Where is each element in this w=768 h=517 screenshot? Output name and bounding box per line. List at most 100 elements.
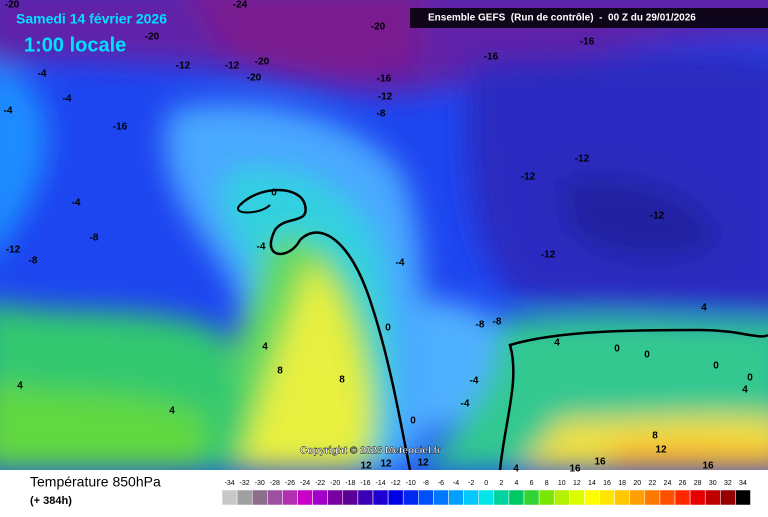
contour-label: 8 [339,375,345,386]
legend-swatch [372,489,389,506]
legend-tick-label: 26 [679,480,687,487]
contour-label: 8 [652,431,658,442]
contour-label: 0 [410,416,416,427]
contour-label: -4 [63,94,72,105]
legend-tick-label: -8 [423,480,429,487]
contour-label: -20 [5,0,20,11]
contour-label: -4 [4,106,13,117]
legend-tick-label: 14 [588,480,596,487]
map-field [0,0,768,470]
contour-label: 0 [385,323,391,334]
legend-tick-label: 12 [573,480,581,487]
legend-swatch [704,489,721,506]
contour-label: -16 [377,74,392,85]
legend-tick-label: -18 [345,480,355,487]
contour-label: -16 [113,122,128,133]
legend-tick-label: 34 [739,480,747,487]
contour-label: 4 [513,464,519,475]
legend-tick-label: -22 [315,480,325,487]
model-run: Ensemble GEFS (Run de contrôle) - 00 Z d… [428,13,696,24]
contour-label: -8 [476,320,485,331]
legend-swatch [448,489,464,506]
contour-label: 16 [594,457,606,468]
legend-tick-label: -16 [360,480,370,487]
legend-tick-label: 18 [618,480,626,487]
contour-label: -8 [90,233,99,244]
legend-tick-label: -6 [438,480,444,487]
contour-label: -4 [461,399,470,410]
legend-swatch [553,489,570,506]
contour-label: 12 [380,459,392,470]
legend-swatch [689,489,706,506]
legend-tick-label: -2 [468,480,474,487]
legend-tick-label: 6 [530,480,534,487]
contour-label: -12 [6,245,21,256]
legend-swatch [282,489,298,506]
legend-swatch [236,489,253,506]
contour-label: 8 [277,366,283,377]
legend-swatch [387,489,404,506]
contour-label: -4 [470,376,479,387]
contour-label: -12 [521,172,536,183]
legend-swatch [629,489,646,506]
map-date: Samedi 14 février 2026 [16,11,167,27]
footer-lead: (+ 384h) [30,495,72,507]
contour-label: -4 [396,258,405,269]
legend-tick-label: 20 [633,480,641,487]
contour-label: -4 [257,242,266,253]
contour-label: 0 [644,350,650,361]
legend-swatch [342,489,359,506]
legend-tick-label: 10 [558,480,566,487]
legend-tick-label: -26 [285,480,295,487]
legend-tick-label: 2 [499,480,503,487]
legend-tick-label: 24 [664,480,672,487]
legend-swatch [659,489,676,506]
contour-label: 12 [655,445,667,456]
contour-label: 16 [702,461,714,472]
contour-label: -20 [371,22,386,33]
contour-label: -8 [29,256,38,267]
legend-swatch [418,489,434,506]
contour-label: 0 [713,361,719,372]
legend-tick-label: 28 [694,480,702,487]
legend-swatch [251,489,268,506]
contour-label: 4 [262,342,268,353]
legend-swatch [523,489,540,506]
legend-tick-label: 16 [603,480,611,487]
legend-swatch [312,489,328,506]
contour-label: -20 [247,73,262,84]
legend-swatch [478,489,495,506]
legend-tick-label: 32 [724,480,732,487]
legend-swatch [584,489,600,506]
legend-tick-label: -28 [270,480,280,487]
legend-tick-label: -30 [255,480,265,487]
legend-tick-label: -4 [453,480,459,487]
contour-label: 4 [169,406,175,417]
contour-label: -8 [377,109,386,120]
legend-tick-label: -14 [375,480,385,487]
contour-label: 16 [569,464,581,475]
legend-swatch [297,489,313,506]
contour-label: -24 [233,0,248,11]
contour-label: -20 [255,57,270,68]
contour-label: -4 [38,69,47,80]
contour-label: 0 [614,344,620,355]
legend-tick-label: 0 [484,480,488,487]
map-time: 1:00 locale [24,34,126,56]
contour-label: -8 [493,317,502,328]
contour-label: 0 [747,373,753,384]
contour-label: -16 [580,37,595,48]
legend-swatch [357,489,374,506]
legend-swatch [538,489,555,506]
legend-swatch [402,489,419,506]
copyright: Copyright © 2026 Meteociel.fr [300,446,441,457]
legend-swatch [267,489,283,506]
legend-swatch [463,489,479,506]
legend-swatch [644,489,661,506]
legend-swatch [614,489,630,506]
legend-swatch [720,489,736,506]
contour-label: -12 [378,92,393,103]
legend-swatch [569,489,585,506]
